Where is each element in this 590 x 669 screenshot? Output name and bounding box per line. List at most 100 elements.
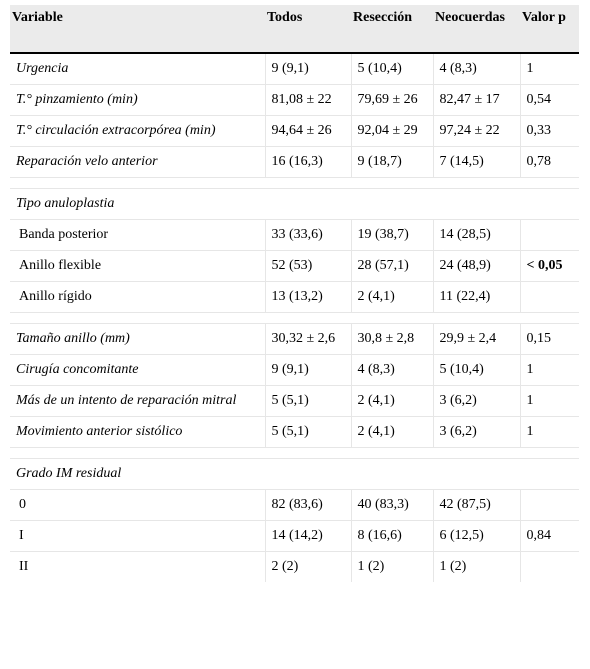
table-body: Urgencia 9 (9,1) 5 (10,4) 4 (8,3) 1 T.° …: [10, 53, 579, 582]
cell-reseccion: 40 (83,3): [350, 489, 433, 521]
table-row: Anillo rígido 13 (13,2) 2 (4,1) 11 (22,4…: [10, 281, 579, 313]
table-header: Variable Todos Resección Neocuerdas Valo…: [10, 5, 579, 54]
cell-neocuerdas: 97,24 ± 22: [432, 115, 520, 147]
cell-p: 0,54: [519, 84, 579, 116]
header-todos: Todos: [265, 5, 351, 54]
row-label: Urgencia: [10, 53, 265, 85]
row-label: I: [10, 520, 265, 552]
cell-reseccion: 5 (10,4): [350, 53, 433, 85]
cell-p: 0,33: [519, 115, 579, 147]
spacer-row: [10, 177, 579, 189]
header-neocuerdas: Neocuerdas: [433, 5, 520, 54]
cell-reseccion: 8 (16,6): [350, 520, 433, 552]
cell-p: < 0,05: [519, 250, 579, 282]
header-reseccion: Resección: [351, 5, 433, 54]
table-row: T.° pinzamiento (min) 81,08 ± 22 79,69 ±…: [10, 84, 579, 116]
table-row: II 2 (2) 1 (2) 1 (2): [10, 551, 579, 582]
cell-todos: 2 (2): [264, 551, 351, 582]
cell-reseccion: 2 (4,1): [350, 416, 433, 448]
row-label: Reparación velo anterior: [10, 146, 265, 178]
section-label: Tipo anuloplastia: [10, 188, 579, 220]
header-row: Variable Todos Resección Neocuerdas Valo…: [10, 5, 579, 54]
cell-todos: 9 (9,1): [264, 354, 351, 386]
row-label: 0: [10, 489, 265, 521]
row-label: Banda posterior: [10, 219, 265, 251]
cell-p: [519, 281, 579, 313]
cell-neocuerdas: 6 (12,5): [432, 520, 520, 552]
cell-neocuerdas: 82,47 ± 17: [432, 84, 520, 116]
cell-neocuerdas: 3 (6,2): [432, 416, 520, 448]
cell-todos: 52 (53): [264, 250, 351, 282]
cell-neocuerdas: 3 (6,2): [432, 385, 520, 417]
row-label: II: [19, 559, 29, 574]
cell-p: 1: [519, 416, 579, 448]
cell-p: [519, 551, 579, 582]
cell-neocuerdas: 7 (14,5): [432, 146, 520, 178]
cell-reseccion: 9 (18,7): [350, 146, 433, 178]
cell-p: 0,15: [519, 323, 579, 355]
cell-todos: 94,64 ± 26: [264, 115, 351, 147]
cell-p: 0,78: [519, 146, 579, 178]
cell-neocuerdas: 5 (10,4): [432, 354, 520, 386]
cell-neocuerdas: 11 (22,4): [432, 281, 520, 313]
spacer-row: [10, 447, 579, 459]
spacer-row: [10, 312, 579, 324]
table-row: I 14 (14,2) 8 (16,6) 6 (12,5) 0,84: [10, 520, 579, 552]
cell-todos: 33 (33,6): [264, 219, 351, 251]
cell-neocuerdas: 4 (8,3): [432, 53, 520, 85]
cell-neocuerdas: 29,9 ± 2,4: [432, 323, 520, 355]
table-row: Urgencia 9 (9,1) 5 (10,4) 4 (8,3) 1: [10, 53, 579, 85]
table-row: Anillo flexible 52 (53) 28 (57,1) 24 (48…: [10, 250, 579, 282]
cell-p: [519, 219, 579, 251]
table-row: Banda posterior 33 (33,6) 19 (38,7) 14 (…: [10, 219, 579, 251]
table-row: Tamaño anillo (mm) 30,32 ± 2,6 30,8 ± 2,…: [10, 323, 579, 355]
cell-reseccion: 4 (8,3): [350, 354, 433, 386]
header-valor-p: Valor p: [520, 5, 579, 54]
cell-neocuerdas: 14 (28,5): [432, 219, 520, 251]
row-label: T.° circulación extracorpórea (min): [10, 115, 265, 147]
cell-todos: 30,32 ± 2,6: [264, 323, 351, 355]
row-label: Tamaño anillo (mm): [10, 323, 265, 355]
cell-neocuerdas: 1 (2): [432, 551, 520, 582]
cell-reseccion: 1 (2): [350, 551, 433, 582]
row-label: T.° pinzamiento (min): [10, 84, 265, 116]
cell-reseccion: 79,69 ± 26: [350, 84, 433, 116]
section-label: Grado IM residual: [10, 458, 579, 490]
cell-reseccion: 28 (57,1): [350, 250, 433, 282]
row-label: Más de un intento de reparación mitral: [10, 385, 265, 417]
cell-reseccion: 92,04 ± 29: [350, 115, 433, 147]
cell-reseccion: 2 (4,1): [350, 385, 433, 417]
table-row: Movimiento anterior sistólico 5 (5,1) 2 …: [10, 416, 579, 448]
table-row: 0 82 (83,6) 40 (83,3) 42 (87,5): [10, 489, 579, 521]
cell-p: 0,84: [519, 520, 579, 552]
header-variable: Variable: [10, 5, 265, 54]
cell-reseccion: 2 (4,1): [350, 281, 433, 313]
section-row: Grado IM residual: [10, 458, 579, 490]
cell-todos: 5 (5,1): [264, 385, 351, 417]
cell-todos: 14 (14,2): [264, 520, 351, 552]
cell-todos: 5 (5,1): [264, 416, 351, 448]
section-row: Tipo anuloplastia: [10, 188, 579, 220]
cell-p: 1: [519, 354, 579, 386]
cell-todos: 13 (13,2): [264, 281, 351, 313]
cell-todos: 9 (9,1): [264, 53, 351, 85]
cell-p: 1: [519, 385, 579, 417]
cell-p: [519, 489, 579, 521]
row-label: Anillo rígido: [10, 281, 265, 313]
row-label: Movimiento anterior sistólico: [10, 416, 265, 448]
row-label: Anillo flexible: [10, 250, 265, 282]
cell-p: 1: [519, 53, 579, 85]
table-row: Cirugía concomitante 9 (9,1) 4 (8,3) 5 (…: [10, 354, 579, 386]
cell-neocuerdas: 42 (87,5): [432, 489, 520, 521]
row-label: Cirugía concomitante: [10, 354, 265, 386]
results-table: Variable Todos Resección Neocuerdas Valo…: [10, 5, 579, 582]
cell-reseccion: 30,8 ± 2,8: [350, 323, 433, 355]
cell-todos: 82 (83,6): [264, 489, 351, 521]
table-row: T.° circulación extracorpórea (min) 94,6…: [10, 115, 579, 147]
cell-neocuerdas: 24 (48,9): [432, 250, 520, 282]
table-row: Más de un intento de reparación mitral 5…: [10, 385, 579, 417]
table-row: Reparación velo anterior 16 (16,3) 9 (18…: [10, 146, 579, 178]
cell-reseccion: 19 (38,7): [350, 219, 433, 251]
cell-todos: 81,08 ± 22: [264, 84, 351, 116]
cell-todos: 16 (16,3): [264, 146, 351, 178]
